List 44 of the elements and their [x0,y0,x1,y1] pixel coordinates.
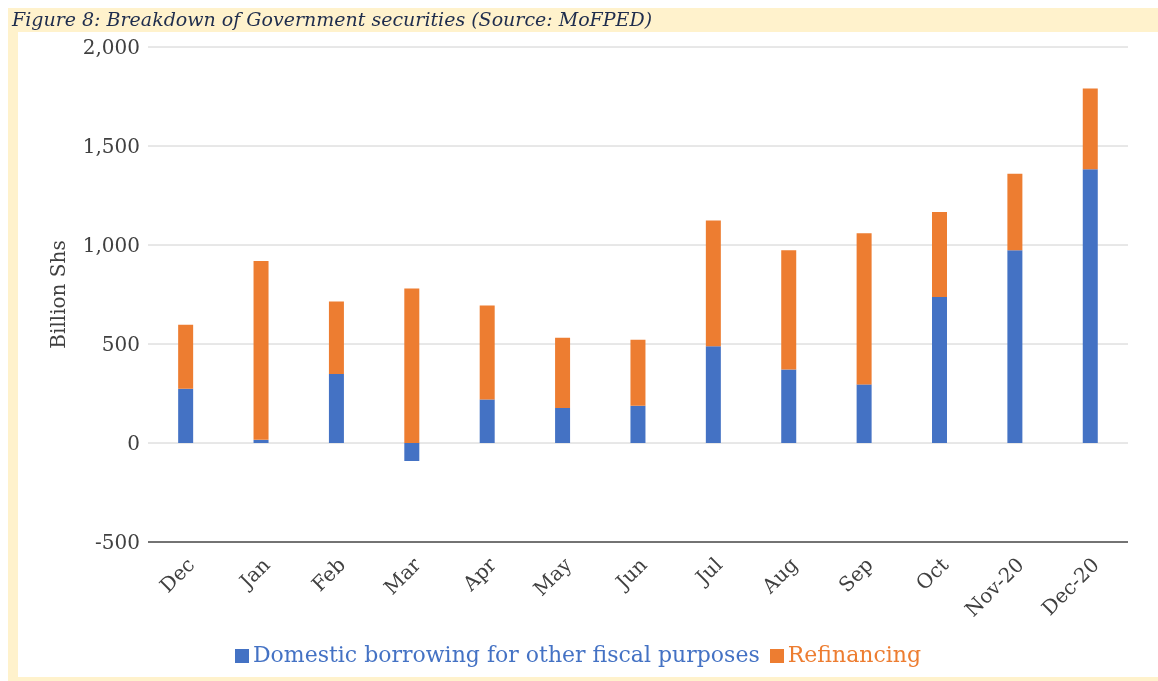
bar [1082,88,1098,170]
bar [404,443,420,462]
bar [705,346,721,443]
bar [781,369,797,443]
bar [178,324,194,389]
bar [404,288,420,443]
y-tick-label: 500 [101,332,140,357]
x-tick-label: Sep [833,552,878,597]
y-tick-label: 2,000 [82,35,140,60]
bar [705,220,721,347]
bar [328,373,344,443]
y-tick-label: 1,000 [82,233,140,258]
bar [1007,250,1023,443]
bar [1007,173,1023,251]
bar [253,261,269,440]
legend-label: Domestic borrowing for other fiscal purposes [252,642,760,667]
y-axis-title: Billion Shs [46,240,71,349]
bar [479,399,495,443]
x-tick-label: Oct [910,552,954,595]
x-tick-label: Jan [233,552,275,595]
y-tick-label: 1,500 [82,134,140,159]
bar [479,305,495,400]
y-tick-label: -500 [95,530,140,555]
bar [328,301,344,374]
y-tick-label: 0 [127,431,140,456]
bar [932,211,947,298]
x-tick-label: Jul [689,552,727,591]
bar [555,337,571,408]
bar [1082,169,1098,443]
x-tick-label: Dec [154,552,200,598]
bar [555,407,571,443]
bar [630,339,646,406]
bar [856,233,872,385]
bar [781,250,797,370]
bar [253,439,269,443]
bar [178,388,194,443]
x-tick-label: Feb [306,552,351,597]
bar [856,384,872,443]
x-tick-label: Jun [609,552,652,595]
chart-title: Figure 8: Breakdown of Government securities (Source: MoFPED) [10,8,654,32]
bar [932,297,947,443]
legend-label: Refinancing [787,642,922,667]
bar [630,405,646,443]
x-tick-label: Apr [457,552,502,597]
